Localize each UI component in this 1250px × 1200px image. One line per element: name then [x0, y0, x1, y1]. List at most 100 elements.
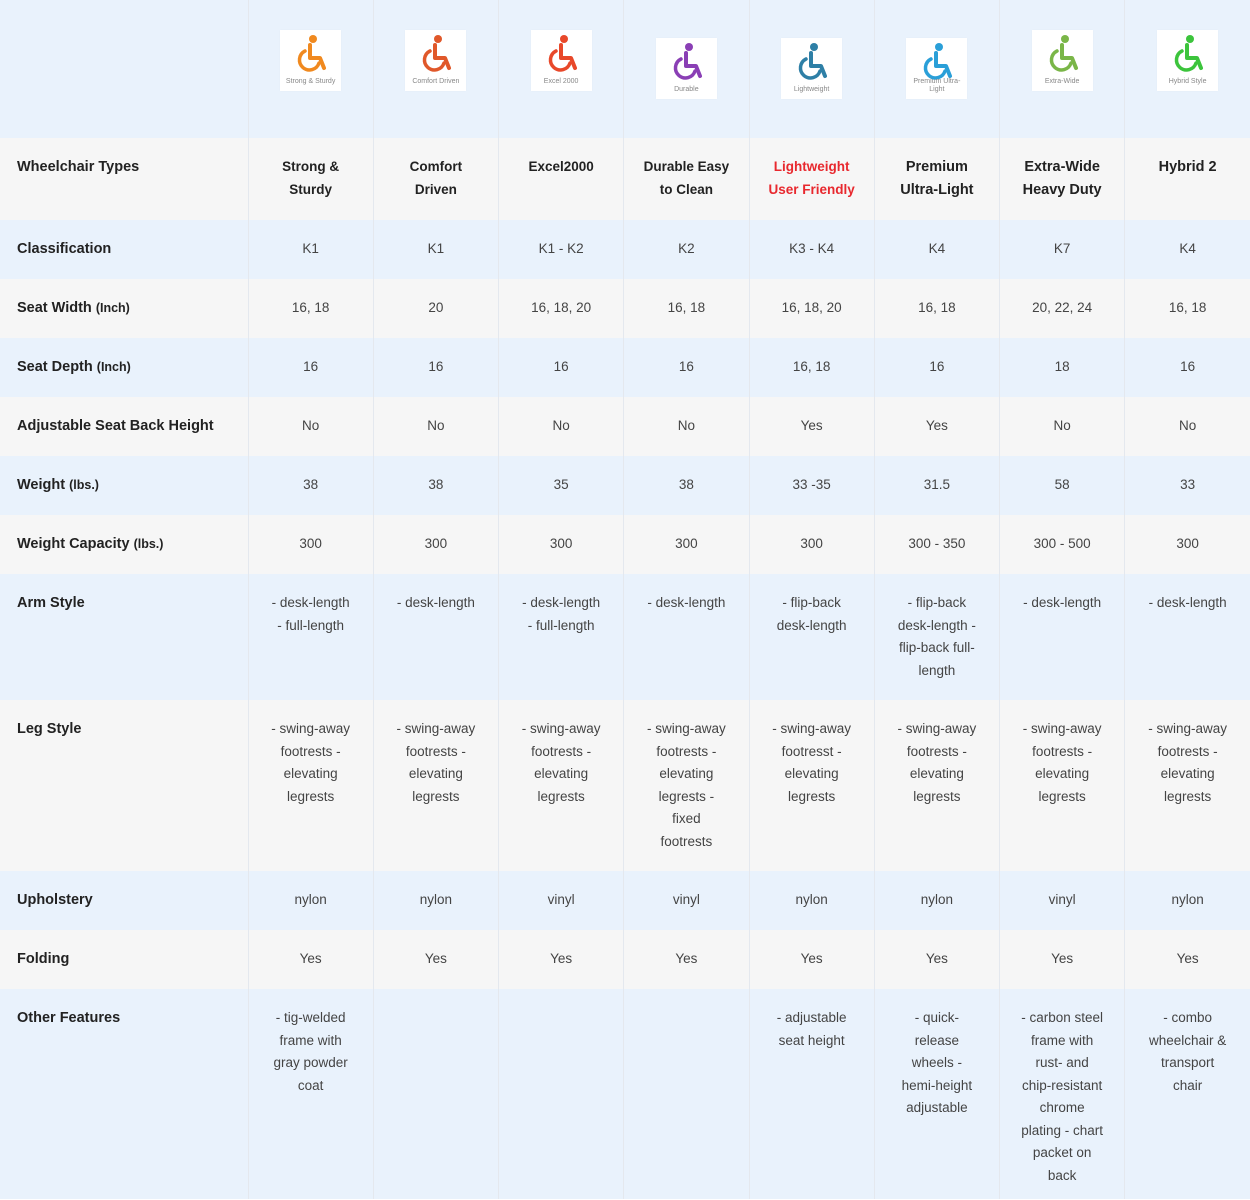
wheelchair-logo: Extra-Wide	[1031, 30, 1093, 91]
logo-caption: Hybrid Style	[1168, 78, 1207, 85]
table-cell: Yes	[248, 930, 374, 989]
cell-value: Yes	[675, 951, 698, 966]
table-cell: - desk-length	[373, 574, 500, 700]
row-label-text: Other Features	[17, 1010, 121, 1026]
row-label-text: Seat Depth	[17, 359, 93, 375]
cell-value	[624, 989, 748, 1007]
cell-value: 300	[675, 536, 698, 551]
table-cell: nylon	[874, 871, 1001, 930]
table-cell: 300	[749, 515, 875, 574]
wheelchair-logo: Durable	[655, 38, 717, 99]
table-cell: Yes	[373, 930, 500, 989]
table-cell: K3 - K4	[749, 220, 875, 279]
table-row: Weight (lbs.) 38 38 35 38 33 -35 31.5 58 33	[0, 456, 1250, 515]
table-cell: K1	[248, 220, 374, 279]
wheelchair-icon	[673, 43, 702, 80]
cell-value: K4	[1179, 241, 1196, 256]
cell-value: 16, 18	[792, 359, 831, 374]
cell-value: - carbon steel frame with rust- and chip…	[1021, 1010, 1104, 1183]
table-cell: 16	[498, 338, 625, 397]
wheelchair-logo: Lightweight	[781, 38, 843, 99]
cell-value: nylon	[1171, 892, 1204, 907]
table-cell: No	[498, 397, 625, 456]
table-cell: Yes	[1124, 930, 1250, 989]
table-cell: 16, 18, 20	[749, 279, 875, 338]
cell-value: Yes	[925, 418, 948, 433]
cell-value: - swing-away footrests - elevating legre…	[897, 721, 977, 804]
table-cell: 33	[1124, 456, 1250, 515]
table-cell: - swing-away footrests - elevating legre…	[623, 700, 750, 871]
cell-value: 38	[428, 477, 444, 492]
row-label-wrap: Weight Capacity (lbs.)	[17, 515, 248, 556]
wheelchair-icon	[924, 43, 953, 80]
wheelchair-icon	[1174, 35, 1204, 72]
table-cell: Durable Easy to Clean	[623, 138, 750, 220]
table-cell: - desk-length	[623, 574, 750, 700]
table-cell: - swing-away footrests - elevating legre…	[248, 700, 374, 871]
table-cell: - swing-away footrests - elevating legre…	[373, 700, 500, 871]
row-label-wrap: Upholstery	[17, 871, 248, 912]
logo-row: Strong & Sturdy Comfort Driven Excel 2000 D…	[0, 0, 1250, 138]
cell-value: - adjustable seat height	[776, 1010, 847, 1048]
cell-value: - desk-length	[1148, 595, 1227, 610]
row-label-wrap: Other Features	[17, 989, 248, 1030]
table-cell: No	[1124, 397, 1250, 456]
cell-value: 16	[553, 359, 569, 374]
wheelchair-type-name: Strong & Sturdy	[282, 159, 340, 197]
row-label-wrap: Adjustable Seat Back Height	[17, 397, 248, 438]
wheelchair-icon	[297, 35, 327, 72]
cell-value: No	[1178, 418, 1197, 433]
table-cell: Comfort Driven	[373, 138, 500, 220]
table-cell: 20, 22, 24	[999, 279, 1126, 338]
cell-value: K1 - K2	[538, 241, 584, 256]
cell-value	[374, 989, 498, 1007]
row-label: Leg Style	[0, 700, 249, 871]
cell-value: 18	[1054, 359, 1070, 374]
row-label-text: Weight	[17, 477, 66, 493]
cell-value: - flip-back desk-length - flip-back full…	[897, 595, 976, 678]
cell-value: - desk-length - full-length	[271, 595, 350, 633]
row-label-wrap: Seat Depth (Inch)	[17, 338, 248, 379]
table-cell: K1	[373, 220, 500, 279]
cell-value: No	[552, 418, 570, 433]
logo-caption: Lightweight	[793, 86, 830, 93]
table-cell: nylon	[373, 871, 500, 930]
table-cell: 38	[248, 456, 374, 515]
cell-value: 300	[299, 536, 322, 551]
table-cell: 18	[999, 338, 1126, 397]
row-label-wrap: Classification	[17, 220, 248, 261]
cell-value: 35	[553, 477, 569, 492]
table-cell: 300	[373, 515, 500, 574]
table-cell: K1 - K2	[498, 220, 625, 279]
table-row: Classification K1 K1 K1 - K2 K2 K3 - K4 K4 K7 K4	[0, 220, 1250, 279]
cell-value: Yes	[1051, 951, 1074, 966]
table-cell: - quick- release wheels - hemi-height ad…	[874, 989, 1001, 1199]
row-label: Arm Style	[0, 574, 249, 700]
table-cell: vinyl	[498, 871, 625, 930]
table-cell: 33 -35	[749, 456, 875, 515]
table-cell: nylon	[1124, 871, 1250, 930]
table-cell: 16	[874, 338, 1001, 397]
cell-value: 16, 18, 20	[531, 300, 592, 315]
cell-value: - tig-welded frame with gray powder coat	[273, 1010, 348, 1093]
cell-value: nylon	[294, 892, 327, 907]
wheelchair-logo: Strong & Sturdy	[280, 30, 342, 91]
table-cell: 300 - 500	[999, 515, 1126, 574]
row-label-text: Seat Width	[17, 300, 92, 316]
cell-value: Yes	[925, 951, 948, 966]
table-cell: - desk-length	[999, 574, 1126, 700]
table-cell: 38	[373, 456, 500, 515]
table-cell: - adjustable seat height	[749, 989, 875, 1199]
cell-value: - swing-away footrests - elevating legre…	[1148, 721, 1228, 804]
cell-value: Yes	[424, 951, 447, 966]
wheelchair-icon	[1049, 35, 1078, 72]
row-label-text: Classification	[17, 241, 112, 257]
table-cell: K4	[1124, 220, 1250, 279]
table-row: Seat Depth (Inch) 16 16 16 16 16, 18 16 18 16	[0, 338, 1250, 397]
table-cell: - combo wheelchair & transport chair	[1124, 989, 1250, 1199]
table-row: Wheelchair Types Strong & Sturdy Comfort D…	[0, 138, 1250, 220]
row-label: Weight Capacity (lbs.)	[0, 515, 249, 574]
cell-value: 300	[424, 536, 448, 551]
cell-value: K7	[1053, 241, 1071, 256]
